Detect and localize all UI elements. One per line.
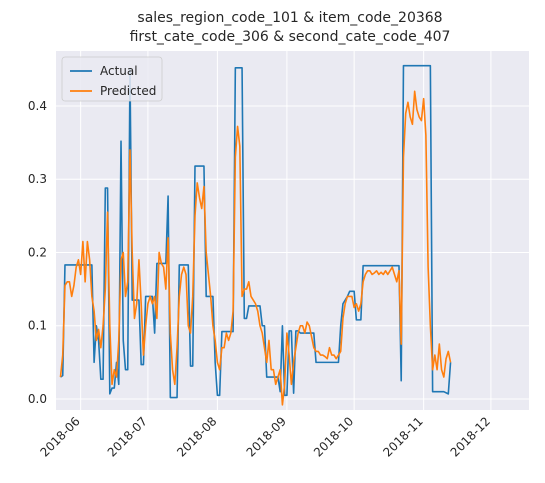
x-tick-label: 2018-12	[448, 414, 493, 459]
y-tick-label: 0.1	[28, 319, 47, 333]
y-tick-label: 0.2	[28, 245, 47, 259]
chart-title-line-2: first_cate_code_306 & second_cate_code_4…	[130, 29, 451, 45]
x-tick-label: 2018-08	[174, 414, 219, 459]
y-tick-label: 0.4	[28, 99, 47, 113]
x-tick-label: 2018-06	[37, 414, 82, 459]
x-tick-label: 2018-11	[380, 414, 425, 459]
y-tick-label: 0.0	[28, 392, 47, 406]
series-layer	[59, 64, 452, 406]
x-axis: 2018-06 2018-07 2018-08 2018-09 2018-10 2018-…	[37, 414, 493, 459]
legend: Actual Predicted	[61, 56, 163, 102]
legend-label-predicted: Predicted	[100, 84, 156, 98]
legend-label-actual: Actual	[100, 64, 138, 78]
chart-title-line-1: sales_region_code_101 & item_code_20368	[137, 10, 442, 26]
x-tick-label: 2018-09	[244, 414, 289, 459]
series-line-actual	[60, 64, 452, 399]
y-axis: 0.0 0.1 0.2 0.3 0.4	[28, 99, 47, 406]
series-line-predicted	[59, 90, 452, 406]
grid-lines	[56, 51, 529, 410]
y-tick-label: 0.3	[28, 172, 47, 186]
x-tick-label: 2018-07	[105, 414, 150, 459]
legend-box	[61, 56, 163, 102]
x-tick-label: 2018-10	[311, 414, 356, 459]
